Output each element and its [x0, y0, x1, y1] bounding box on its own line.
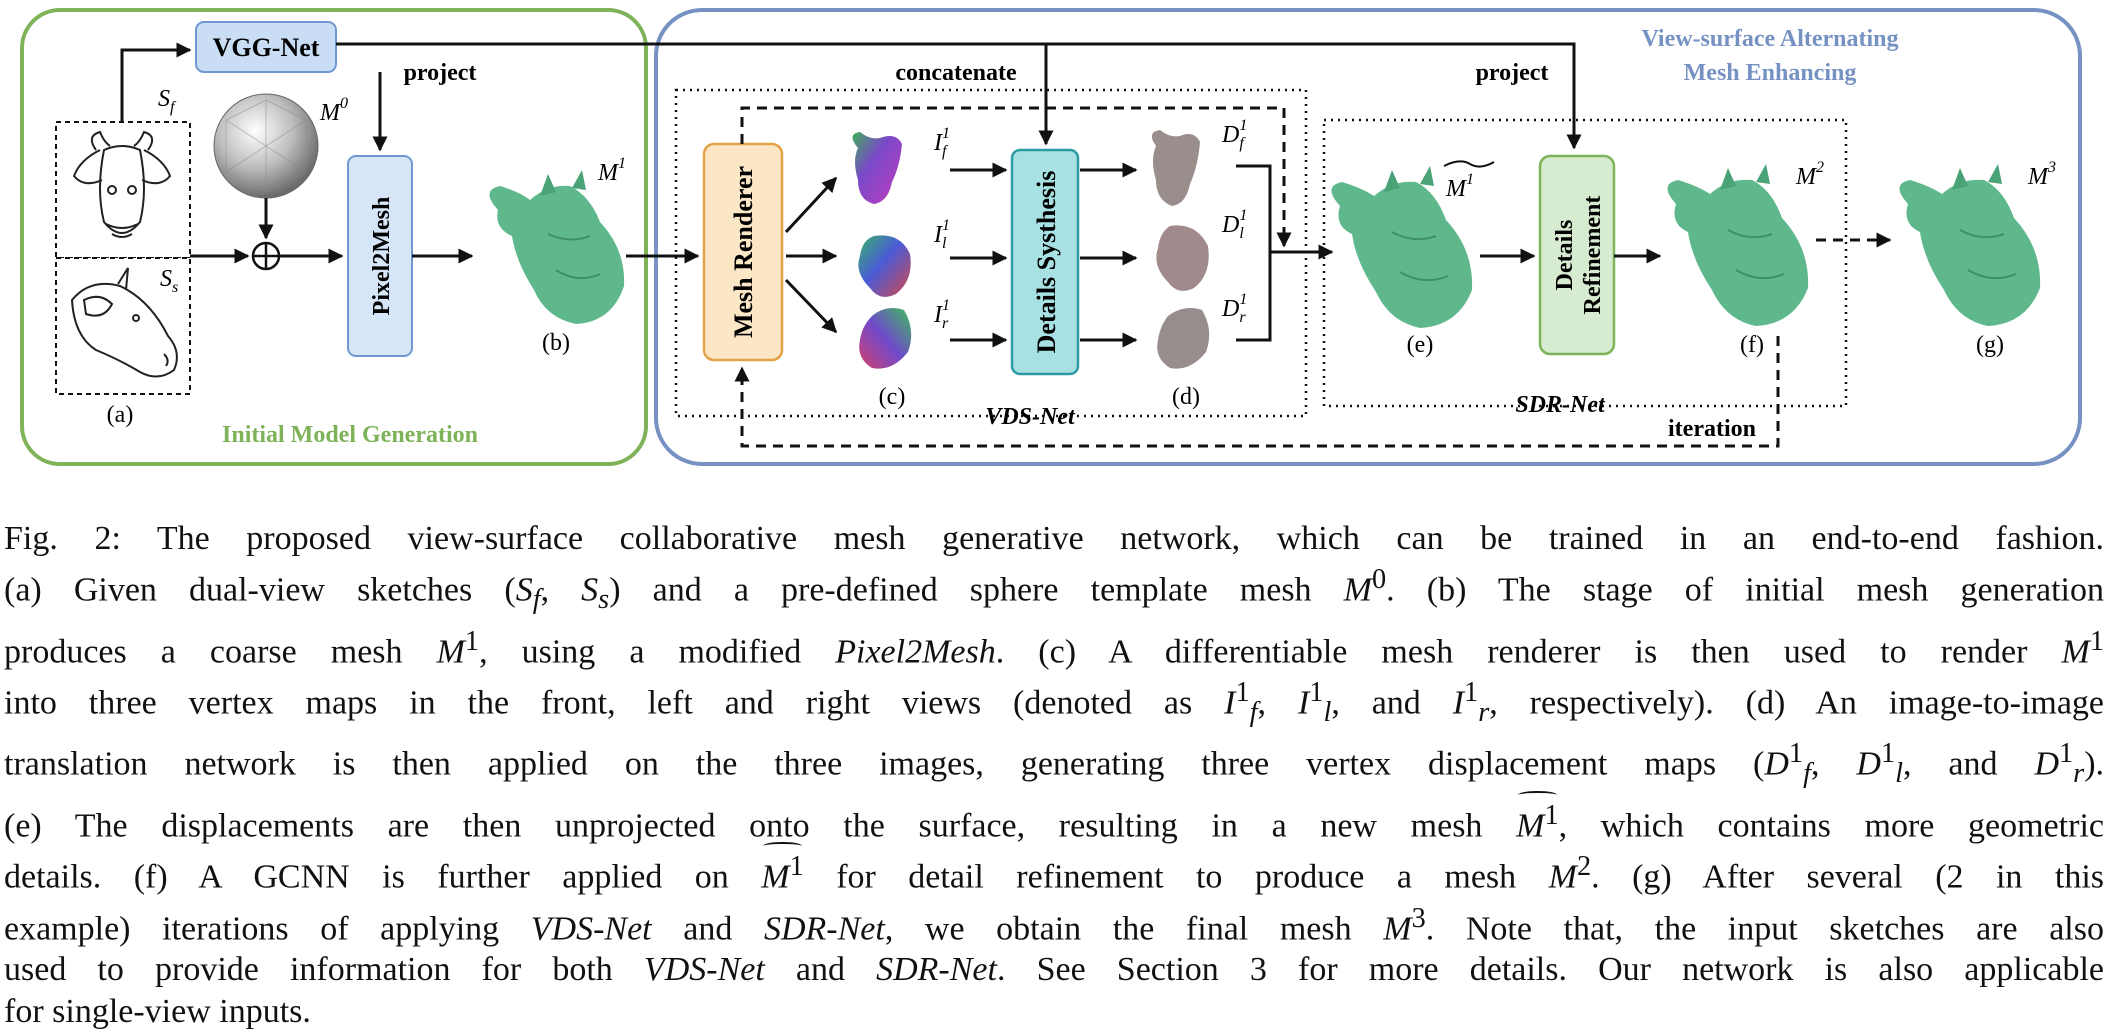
front-sketch-drawing	[72, 130, 172, 238]
if-symbol: I1 f	[933, 125, 950, 160]
side-sketch-drawing	[70, 267, 178, 378]
ir-symbol: I1 r	[933, 297, 950, 332]
sdr-net-label: SDR-Net	[1515, 392, 1606, 418]
project-label-1: project	[404, 60, 477, 86]
caption-line-5: translation network is then applied on t…	[4, 738, 2105, 790]
m3-symbol: M3	[2027, 159, 2056, 190]
details-refinement-label-2: Refinement	[1580, 196, 1606, 315]
caption-line-2: (a) Given dual-view sketches (Sf, Ss) an…	[4, 564, 2105, 616]
pixel2mesh-label: Pixel2Mesh	[369, 197, 395, 316]
refined-mesh-m2	[1667, 164, 1809, 326]
m1-tilde-mark	[1443, 160, 1495, 168]
caption-line-1: Fig. 2: The proposed view-surface collab…	[4, 520, 2104, 557]
concatenate-label: concatenate	[895, 60, 1017, 86]
ss-symbol: Ss	[160, 266, 178, 296]
mesh-renderer-label: Mesh Renderer	[729, 166, 758, 338]
sphere-facets	[225, 99, 307, 193]
caption-line-3: produces a coarse mesh M1, using a modif…	[4, 625, 2105, 670]
figure-caption: Fig. 2: The proposed view-surface collab…	[4, 518, 2104, 1032]
subfig-label-b: (b)	[542, 330, 570, 356]
subfig-label-c: (c)	[879, 384, 906, 410]
front-sketch-box	[55, 121, 191, 259]
il-symbol: I1 l	[933, 217, 950, 252]
caption-line-10: for single-view inputs.	[4, 992, 311, 1030]
alternating-panel	[654, 8, 2082, 466]
m2-symbol: M2	[1795, 159, 1824, 190]
vds-net-label: VDS-Net	[985, 404, 1076, 430]
sf-symbol: Sf	[158, 86, 177, 116]
right-displacement-map	[1157, 308, 1210, 369]
caption-line-9: used to provide information for both VDS…	[4, 951, 2104, 989]
sdr-net-group	[1322, 118, 1848, 408]
caption-line-6: (e) The displacements are then unproject…	[4, 790, 2104, 847]
alternating-panel-title-2: Mesh Enhancing	[1684, 60, 1857, 86]
details-synthesis-label: Details Systhesis	[1032, 171, 1061, 354]
m1-symbol: M1	[597, 155, 626, 186]
front-displacement-map	[1151, 130, 1200, 206]
subfig-label-a: (a)	[107, 402, 134, 428]
caption-line-7: details. (f) A GCNN is further applied o…	[4, 842, 2104, 898]
df-symbol: D1 f	[1221, 117, 1247, 152]
initial-model-panel	[20, 8, 648, 466]
project-label-2: project	[1476, 60, 1549, 86]
left-displacement-map	[1156, 225, 1209, 291]
pipeline-diagram: Initial Model Generation View-surface Al…	[20, 8, 2082, 466]
coarse-mesh-m1	[489, 170, 625, 324]
enhanced-mesh-m1-tilde	[1331, 166, 1473, 328]
alternating-panel-title-1: View-surface Alternating	[1641, 26, 1898, 52]
subfig-label-g: (g)	[1976, 332, 2004, 358]
m0-symbol: M0	[319, 95, 348, 126]
left-vertex-map	[858, 235, 911, 297]
connectors	[120, 42, 1662, 348]
side-sketch-box	[55, 257, 191, 395]
dr-symbol: D1 r	[1221, 291, 1247, 326]
final-mesh-m3	[1899, 164, 2041, 326]
dl-symbol: D1 l	[1221, 207, 1247, 242]
subfig-label-d: (d)	[1172, 384, 1200, 410]
m1-tilde-symbol: M1	[1445, 171, 1474, 202]
caption-line-8: example) iterations of applying VDS-Net …	[4, 902, 2104, 948]
subfig-label-f: (f)	[1740, 332, 1764, 358]
subfig-label-e: (e)	[1407, 332, 1434, 358]
iteration-label: iteration	[1668, 416, 1756, 442]
initial-panel-title: Initial Model Generation	[222, 422, 478, 448]
dashed-connectors	[734, 106, 1892, 448]
front-vertex-map	[852, 132, 902, 204]
right-vertex-map	[859, 308, 912, 369]
caption-line-4: into three vertex maps in the front, lef…	[4, 677, 2105, 729]
vgg-net-label: VGG-Net	[213, 33, 320, 62]
details-refinement-label-1: Details	[1552, 220, 1578, 291]
details-synthesis-block	[1010, 148, 1080, 376]
vgg-net-block	[195, 21, 337, 73]
